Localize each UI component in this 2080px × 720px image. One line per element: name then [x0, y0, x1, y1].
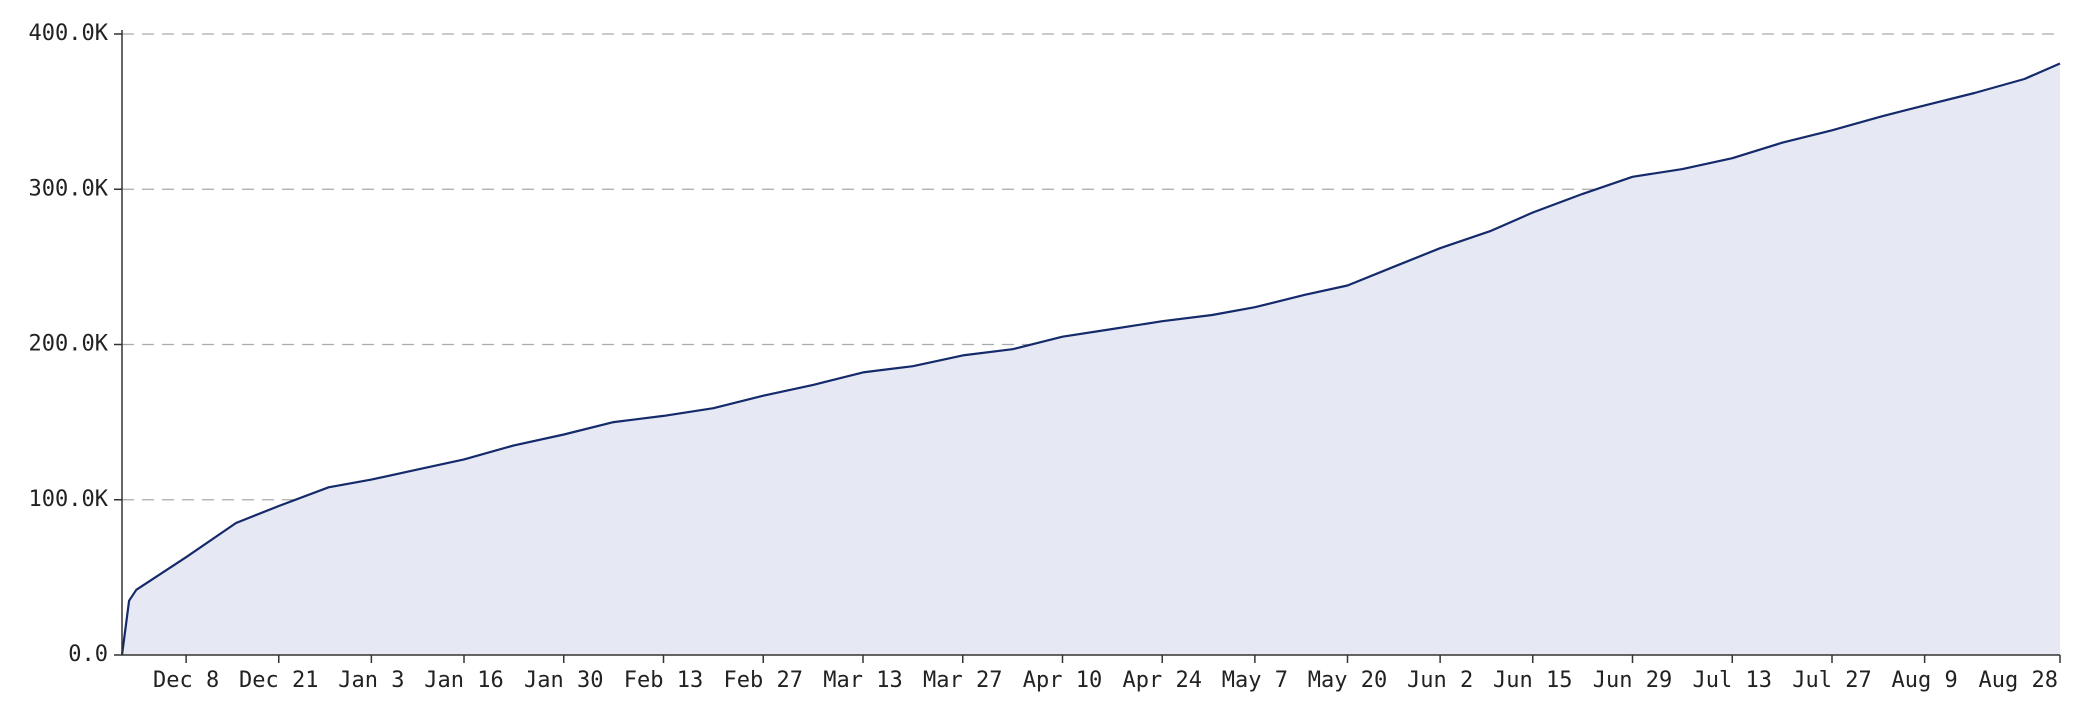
y-tick-label: 300.0K [29, 176, 109, 201]
x-tick-label: Aug 9 [1892, 668, 1958, 693]
x-tick-label: Feb 13 [624, 668, 703, 693]
line [120, 62, 2061, 656]
x-tick-label: Jan 3 [338, 668, 404, 693]
x-tick-label: Jun 2 [1407, 668, 1473, 693]
y-tick-label: 200.0K [29, 332, 109, 357]
area [122, 63, 2060, 655]
x-tick-label: Jan 30 [524, 668, 603, 693]
x-tick-label: May 20 [1308, 668, 1387, 693]
x-tick-label: Feb 27 [724, 668, 803, 693]
y-tick-label: 100.0K [29, 487, 109, 512]
y-tick-label: 0.0 [68, 642, 108, 667]
x-tick-label: Jul 27 [1792, 668, 1871, 693]
x-tick-label: Aug 28 [1979, 668, 2058, 693]
x-tick-label: Jun 15 [1493, 668, 1572, 693]
x-tick-label: May 7 [1222, 668, 1288, 693]
x-tick-label: Apr 24 [1123, 668, 1202, 693]
x-tick-label: Mar 13 [823, 668, 902, 693]
x-tick-label: Jul 13 [1693, 668, 1772, 693]
x-tick-label: Jun 29 [1593, 668, 1672, 693]
x-tick-label: Dec 21 [239, 668, 318, 693]
x-tick-label: Apr 10 [1023, 668, 1102, 693]
x-tick-label: Dec 8 [153, 668, 219, 693]
x-tick-label: Mar 27 [923, 668, 1002, 693]
x-tick-label: Jan 16 [424, 668, 503, 693]
y-tick-label: 400.0K [29, 21, 109, 46]
